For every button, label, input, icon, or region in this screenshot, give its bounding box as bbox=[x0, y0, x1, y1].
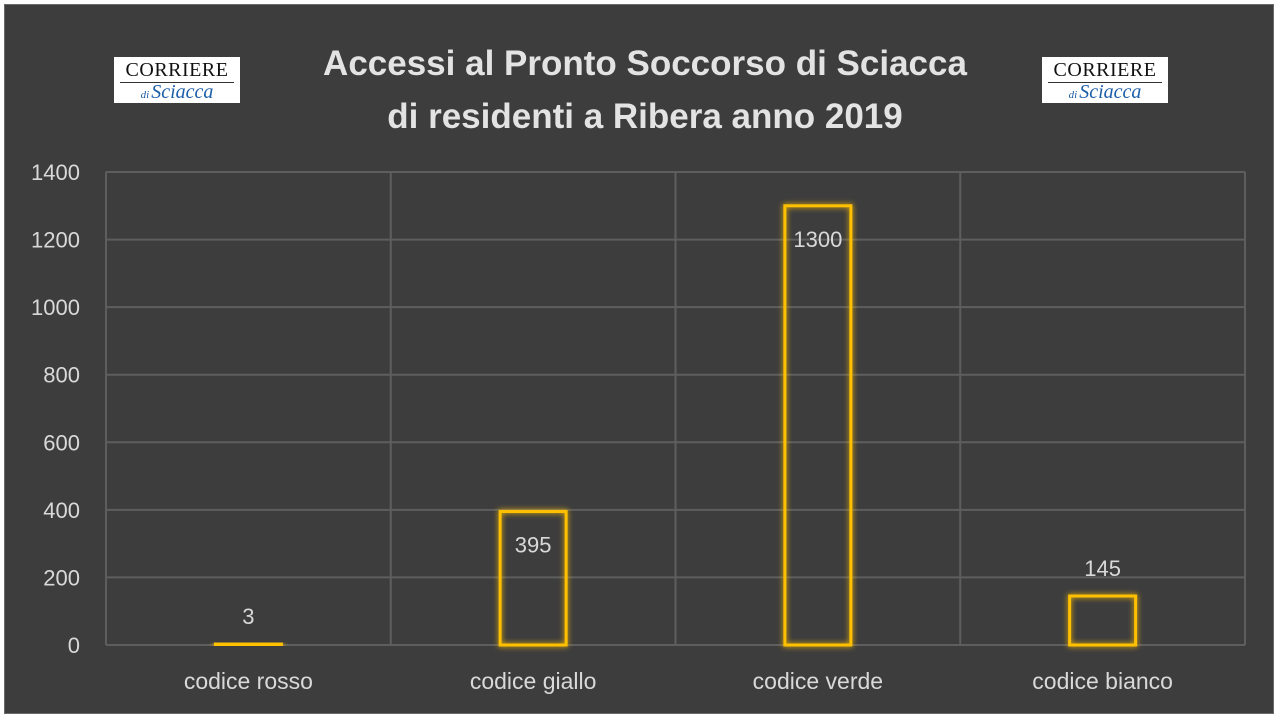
category-label-codice-bianco: codice bianco bbox=[1032, 668, 1173, 694]
bar-codice-giallo bbox=[498, 510, 568, 647]
y-tick-label-600: 600 bbox=[43, 430, 80, 455]
y-tick-label-200: 200 bbox=[43, 565, 80, 590]
data-label-codice-bianco: 145 bbox=[1084, 556, 1121, 581]
category-label-codice-rosso: codice rosso bbox=[184, 668, 313, 694]
y-tick-label-1200: 1200 bbox=[31, 228, 80, 253]
logo-right-word: Sciacca bbox=[1079, 81, 1142, 103]
category-label-codice-giallo: codice giallo bbox=[470, 668, 597, 694]
logo-right: CORRIERE di Sciacca bbox=[1042, 57, 1168, 103]
category-label-codice-verde: codice verde bbox=[753, 668, 883, 694]
bar-codice-bianco bbox=[1068, 594, 1138, 647]
bar-codice-verde bbox=[783, 204, 853, 647]
logo-right-line1: CORRIERE bbox=[1053, 59, 1157, 81]
logo-left-small: di bbox=[140, 89, 150, 101]
logo-right-line2: di Sciacca bbox=[1042, 81, 1168, 106]
bar-chart: 0 200 400 600 800 1000 1200 1400 3 395 1300 145 co… bbox=[31, 160, 1246, 694]
logo-left: CORRIERE di Sciacca bbox=[114, 57, 240, 103]
data-label-codice-verde: 1300 bbox=[793, 227, 842, 252]
y-tick-label-0: 0 bbox=[68, 633, 80, 658]
chart-title: Accessi al Pronto Soccorso di Sciacca di… bbox=[285, 37, 1005, 143]
bar-codice-rosso bbox=[213, 642, 283, 647]
chart-title-line-2: di residenti a Ribera anno 2019 bbox=[387, 97, 903, 136]
logo-left-line1: CORRIERE bbox=[125, 59, 229, 81]
x-axis-category-labels: codice rosso codice giallo codice verde cod… bbox=[184, 668, 1173, 694]
logo-left-line2: di Sciacca bbox=[114, 81, 240, 106]
y-tick-label-800: 800 bbox=[43, 363, 80, 388]
gridlines bbox=[105, 171, 1246, 646]
data-label-codice-giallo: 395 bbox=[515, 533, 552, 558]
chart-frame: Accessi al Pronto Soccorso di Sciacca di… bbox=[4, 4, 1274, 714]
logo-right-rule bbox=[1048, 82, 1162, 83]
y-axis-tick-labels: 0 200 400 600 800 1000 1200 1400 bbox=[31, 160, 80, 658]
chart-title-line-1: Accessi al Pronto Soccorso di Sciacca bbox=[323, 44, 967, 83]
y-tick-label-1000: 1000 bbox=[31, 295, 80, 320]
data-labels: 3 395 1300 145 bbox=[242, 227, 1121, 629]
y-tick-label-1400: 1400 bbox=[31, 160, 80, 185]
y-tick-label-400: 400 bbox=[43, 498, 80, 523]
logo-right-small: di bbox=[1068, 89, 1078, 101]
logo-left-word: Sciacca bbox=[151, 81, 214, 103]
data-label-codice-rosso: 3 bbox=[242, 604, 254, 629]
bars bbox=[213, 204, 1138, 647]
logo-left-rule bbox=[120, 82, 234, 83]
